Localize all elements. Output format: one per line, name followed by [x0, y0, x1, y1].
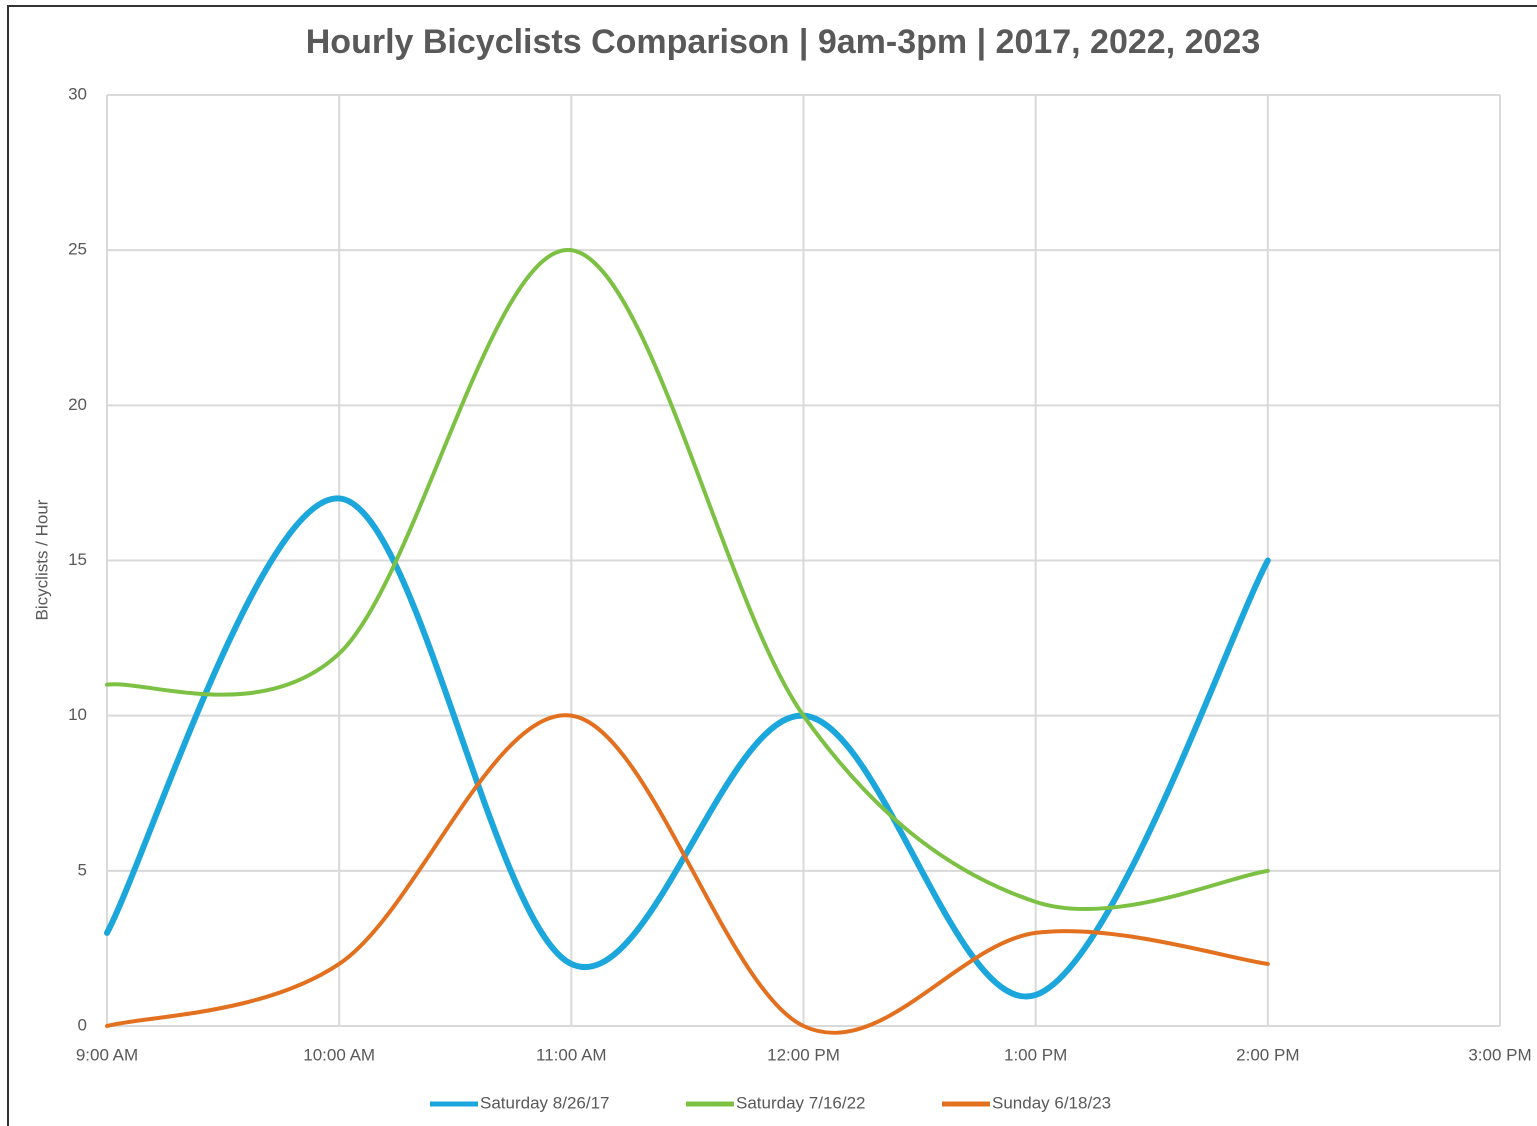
chart-frame [7, 5, 1537, 1126]
x-tick-label: 3:00 PM [1468, 1045, 1531, 1064]
x-tick-label: 12:00 PM [767, 1045, 840, 1064]
x-tick-label: 1:00 PM [1004, 1045, 1067, 1064]
y-tick-label: 5 [78, 860, 87, 879]
legend-label: Saturday 7/16/22 [736, 1093, 865, 1112]
x-tick-label: 9:00 AM [76, 1045, 138, 1064]
y-tick-label: 20 [68, 395, 87, 414]
line-series [105, 248, 1270, 912]
line-series [105, 713, 1270, 1035]
y-axis-label: Bicyclists / Hour [32, 499, 51, 620]
x-tick-label: 2:00 PM [1236, 1045, 1299, 1064]
y-tick-label: 10 [68, 705, 87, 724]
y-tick-label: 30 [68, 84, 87, 103]
y-tick-label: 0 [78, 1015, 87, 1034]
legend-label: Saturday 8/26/17 [480, 1093, 609, 1112]
y-tick-label: 25 [68, 240, 87, 259]
x-tick-label: 10:00 AM [303, 1045, 375, 1064]
y-tick-label: 15 [68, 550, 87, 569]
chart-title: Hourly Bicyclists Comparison | 9am-3pm |… [306, 23, 1260, 61]
legend-label: Sunday 6/18/23 [992, 1093, 1111, 1112]
x-tick-label: 11:00 AM [536, 1045, 607, 1064]
line-series [104, 495, 1271, 1000]
